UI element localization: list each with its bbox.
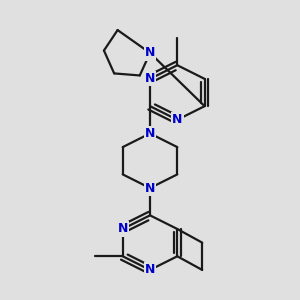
Text: N: N (118, 223, 128, 236)
Text: N: N (145, 46, 155, 59)
Text: N: N (145, 72, 155, 86)
Text: N: N (145, 182, 155, 194)
Text: N: N (172, 113, 182, 126)
Text: N: N (145, 127, 155, 140)
Text: N: N (145, 263, 155, 276)
